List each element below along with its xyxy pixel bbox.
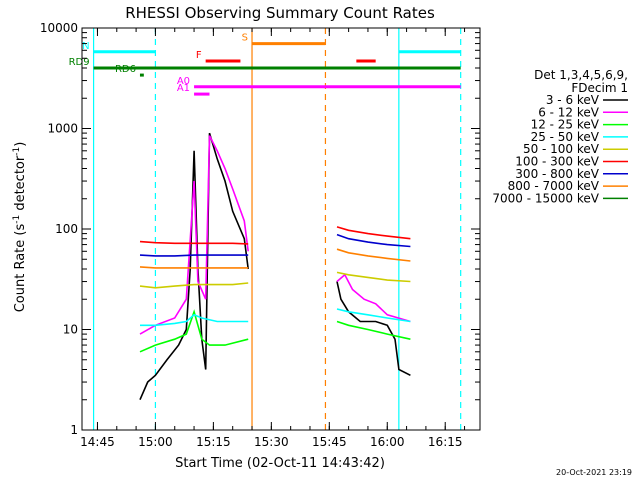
y-axis-label-mid: detector [13,155,28,215]
legend-label-7: 800 - 7000 keV [508,179,600,193]
legend-label-6: 300 - 800 keV [515,167,599,181]
series-line-2-0 [139,309,249,353]
series-line-0-0 [139,132,249,401]
plot-frame [81,27,481,431]
flag-label-a1: A1 [177,83,190,94]
series-line-2-1 [336,320,411,340]
legend-label-1: 6 - 12 keV [538,105,600,119]
y-axis-label-end: ) [13,142,28,147]
legend-label-3: 25 - 50 keV [531,130,600,144]
legend-label-5: 100 - 300 keV [515,155,599,169]
y-axis-label-sup1: -1 [12,215,22,224]
x-tick-label-4: 15:45 [312,435,347,449]
y-tick-label-0: 1 [70,423,78,437]
axis-ticks: 14:45 15:00 15:15 15:30 15:45 16:00 16:15 1 10 10… [40,21,480,449]
flag-label-rd6: RD6 [115,64,136,75]
series-line-4-1 [336,271,411,283]
y-axis-label: Count Rate (s-1 detector-1) [12,142,28,313]
series-line-5-0 [139,240,249,245]
x-tick-label-6: 16:15 [428,435,463,449]
y-axis-label-sup2: -1 [12,147,22,156]
flag-label-rd9: RD9 [69,57,90,68]
series-line-3-0 [140,313,249,327]
legend-label-0: 3 - 6 keV [546,93,600,107]
series-line-7-0 [139,266,249,269]
flag-label-f: F [196,50,202,61]
series-line-1-0 [139,135,249,335]
series-line-4-0 [139,282,249,289]
x-tick-label-2: 15:15 [196,435,231,449]
series-line-3-1 [336,308,411,323]
flag-label-s: S [242,33,248,44]
flag-label-n: N [82,41,89,52]
series-line-5-1 [336,226,411,240]
y-tick-label-2: 100 [55,222,78,236]
chart-title: RHESSI Observing Summary Count Rates [125,4,435,22]
x-tick-label-1: 15:00 [138,435,173,449]
legend-label-4: 50 - 100 keV [523,142,600,156]
footer-timestamp: 20-Oct-2021 23:19 [556,468,632,477]
y-tick-label-4: 10000 [40,21,78,35]
legend-header-fdecim: FDecim 1 [571,81,628,95]
legend-label-2: 12 - 25 keV [531,118,600,132]
y-axis-label-main: Count Rate (s [13,224,28,313]
legend-label-8: 7000 - 15000 keV [492,191,599,205]
y-tick-label-3: 1000 [47,122,78,136]
series-line-0-1 [336,281,411,377]
x-tick-label-3: 15:30 [254,435,289,449]
series-line-6-0 [139,254,249,257]
x-tick-label-0: 14:45 [80,435,115,449]
flag-label-a0: A0 [177,76,190,87]
series-line-6-1 [336,233,411,248]
legend-header-detectors: Det 1,3,4,5,6,9, [534,68,628,82]
x-axis-label: Start Time (02-Oct-11 14:43:42) [175,456,385,471]
series-line-7-1 [336,248,411,262]
x-tick-label-5: 16:00 [370,435,405,449]
y-tick-label-1: 10 [63,323,78,337]
